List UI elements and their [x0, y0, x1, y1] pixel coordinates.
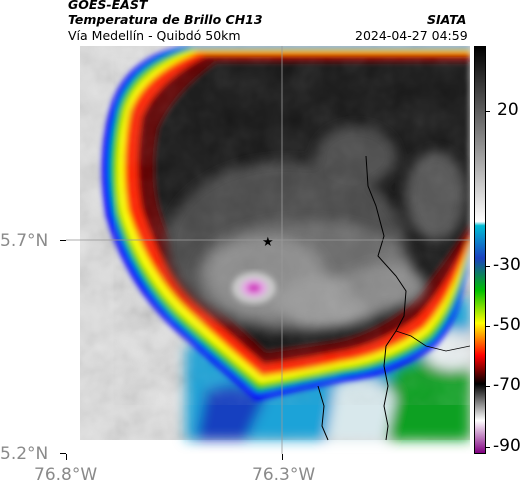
colorbar-label: -70: [493, 375, 521, 395]
location-star-icon: ★: [262, 235, 274, 250]
lat-tick-label: 5.7°N: [0, 231, 49, 251]
colorbar-label: -90: [493, 436, 521, 456]
lat-tick-label: 5.2°N: [0, 444, 49, 464]
colorbar-label: 20: [497, 100, 519, 120]
lon-tick-label: 76.3°W: [252, 465, 316, 485]
colorbar-label: -50: [493, 315, 521, 335]
lon-tick-mark: [282, 454, 283, 460]
lat-tick-mark: [60, 240, 66, 241]
colorbar-gradient: [475, 47, 485, 453]
temperature-colorbar: [474, 46, 486, 454]
lon-tick-mark: [66, 454, 67, 460]
lon-tick-label: 76.8°W: [34, 465, 98, 485]
region-subtitle: Vía Medellín - Quibdó 50km: [68, 28, 241, 43]
lat-tick-mark: [60, 453, 66, 454]
satellite-map: ★: [66, 46, 470, 454]
agency-label: SIATA: [427, 12, 467, 27]
product-title: Temperatura de Brillo CH13: [68, 12, 263, 27]
satellite-title: GOES-EAST: [68, 0, 148, 12]
colorbar-label: -30: [493, 255, 521, 275]
datetime-label: 2024-04-27 04:59: [355, 28, 468, 43]
brightness-temperature-image: ★: [66, 46, 470, 454]
